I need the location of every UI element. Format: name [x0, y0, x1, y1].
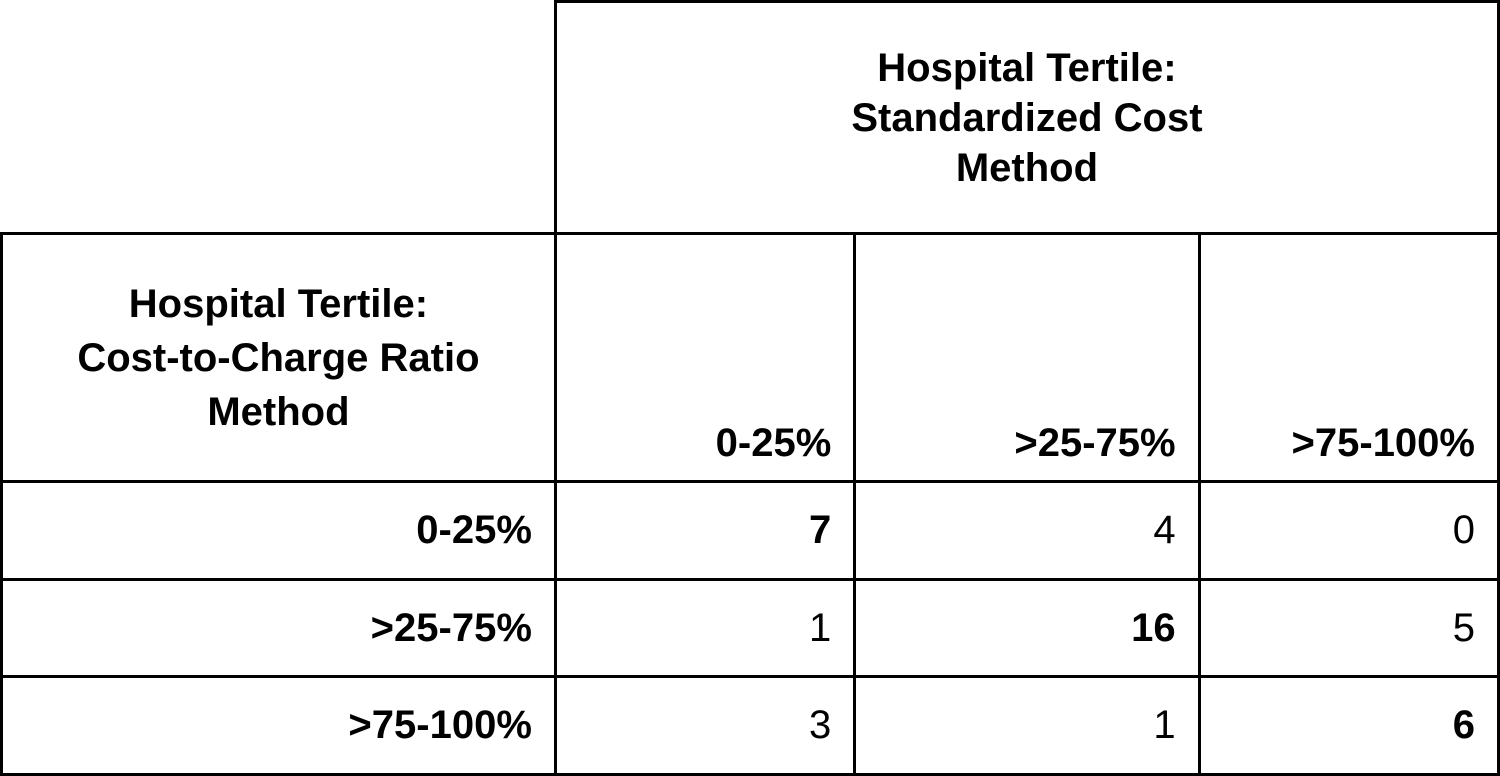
table-row: 0-25% 7 4 0: [2, 482, 1499, 580]
cell-1-2: 5: [1199, 579, 1498, 677]
column-header-1: >25-75%: [855, 234, 1199, 482]
column-group-header-line3: Method: [579, 143, 1475, 193]
column-group-header-line1: Hospital Tertile:: [579, 43, 1475, 93]
cell-1-1: 16: [855, 579, 1199, 677]
row-group-header-line2: Cost-to-Charge Ratio: [25, 331, 532, 385]
row-label-2: >75-100%: [2, 677, 556, 775]
cell-0-0: 7: [555, 482, 854, 580]
row-group-header-line1: Hospital Tertile:: [25, 277, 532, 331]
cell-2-2: 6: [1199, 677, 1498, 775]
cell-0-2: 0: [1199, 482, 1498, 580]
cell-2-0: 3: [555, 677, 854, 775]
row-group-header: Hospital Tertile: Cost-to-Charge Ratio M…: [2, 234, 556, 482]
tertile-crosstab-table: Hospital Tertile: Standardized Cost Meth…: [0, 0, 1500, 776]
column-group-header-line2: Standardized Cost: [579, 93, 1475, 143]
column-header-2: >75-100%: [1199, 234, 1498, 482]
cell-1-0: 1: [555, 579, 854, 677]
blank-corner-cell: [2, 2, 556, 234]
table-row: >75-100% 3 1 6: [2, 677, 1499, 775]
row-group-header-line3: Method: [25, 385, 532, 439]
column-group-header: Hospital Tertile: Standardized Cost Meth…: [555, 2, 1498, 234]
table: Hospital Tertile: Standardized Cost Meth…: [0, 0, 1500, 776]
cell-2-1: 1: [855, 677, 1199, 775]
column-header-0: 0-25%: [555, 234, 854, 482]
row-label-0: 0-25%: [2, 482, 556, 580]
header-row-2: Hospital Tertile: Cost-to-Charge Ratio M…: [2, 234, 1499, 482]
header-row-1: Hospital Tertile: Standardized Cost Meth…: [2, 2, 1499, 234]
cell-0-1: 4: [855, 482, 1199, 580]
row-label-1: >25-75%: [2, 579, 556, 677]
table-row: >25-75% 1 16 5: [2, 579, 1499, 677]
